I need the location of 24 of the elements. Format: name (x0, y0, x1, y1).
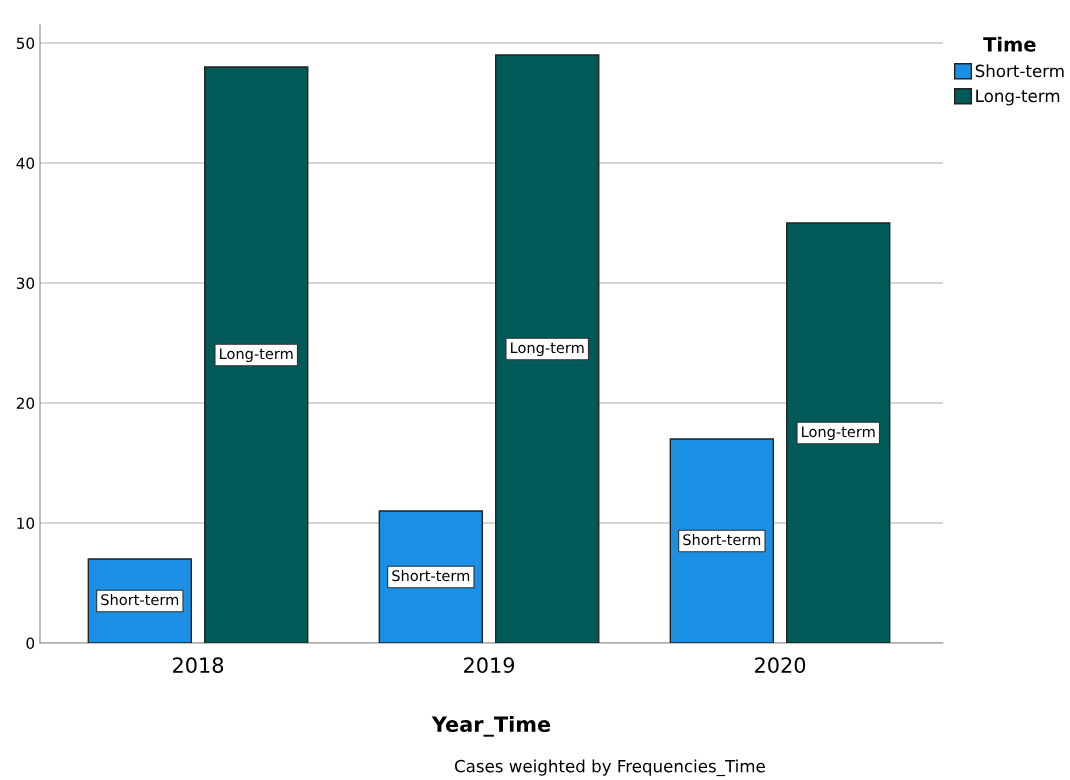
data-label: Short-term (683, 533, 761, 546)
data-label: Long-term (511, 342, 584, 357)
x-tick-label: 2019 (464, 657, 515, 674)
text: Cases weighted by Frequencies_Time (454, 759, 765, 777)
legend-label: Long-term (976, 89, 1060, 106)
data-label: Long-term (220, 348, 293, 363)
legend-label: Short-term (975, 64, 1064, 78)
x-tick-label: 2020 (755, 657, 806, 674)
data-label: Long-term (802, 426, 875, 441)
bar (495, 54, 600, 643)
x-axis-title: Year_Time (431, 715, 551, 737)
bar (786, 222, 891, 643)
y-tick-label: 20 (16, 397, 35, 410)
x-tick-label: 2018 (173, 657, 224, 674)
y-tick-label: 50 (16, 37, 35, 50)
data-label: Short-term (392, 569, 470, 582)
bar (669, 438, 775, 643)
y-tick-label: 0 (26, 637, 35, 650)
y-tick-label: 10 (17, 517, 35, 530)
y-tick-label: 40 (16, 157, 35, 170)
y-tick-label: 30 (16, 277, 35, 290)
bar (204, 66, 309, 643)
data-label: Short-term (101, 593, 179, 606)
legend-title: Time (983, 36, 1036, 52)
